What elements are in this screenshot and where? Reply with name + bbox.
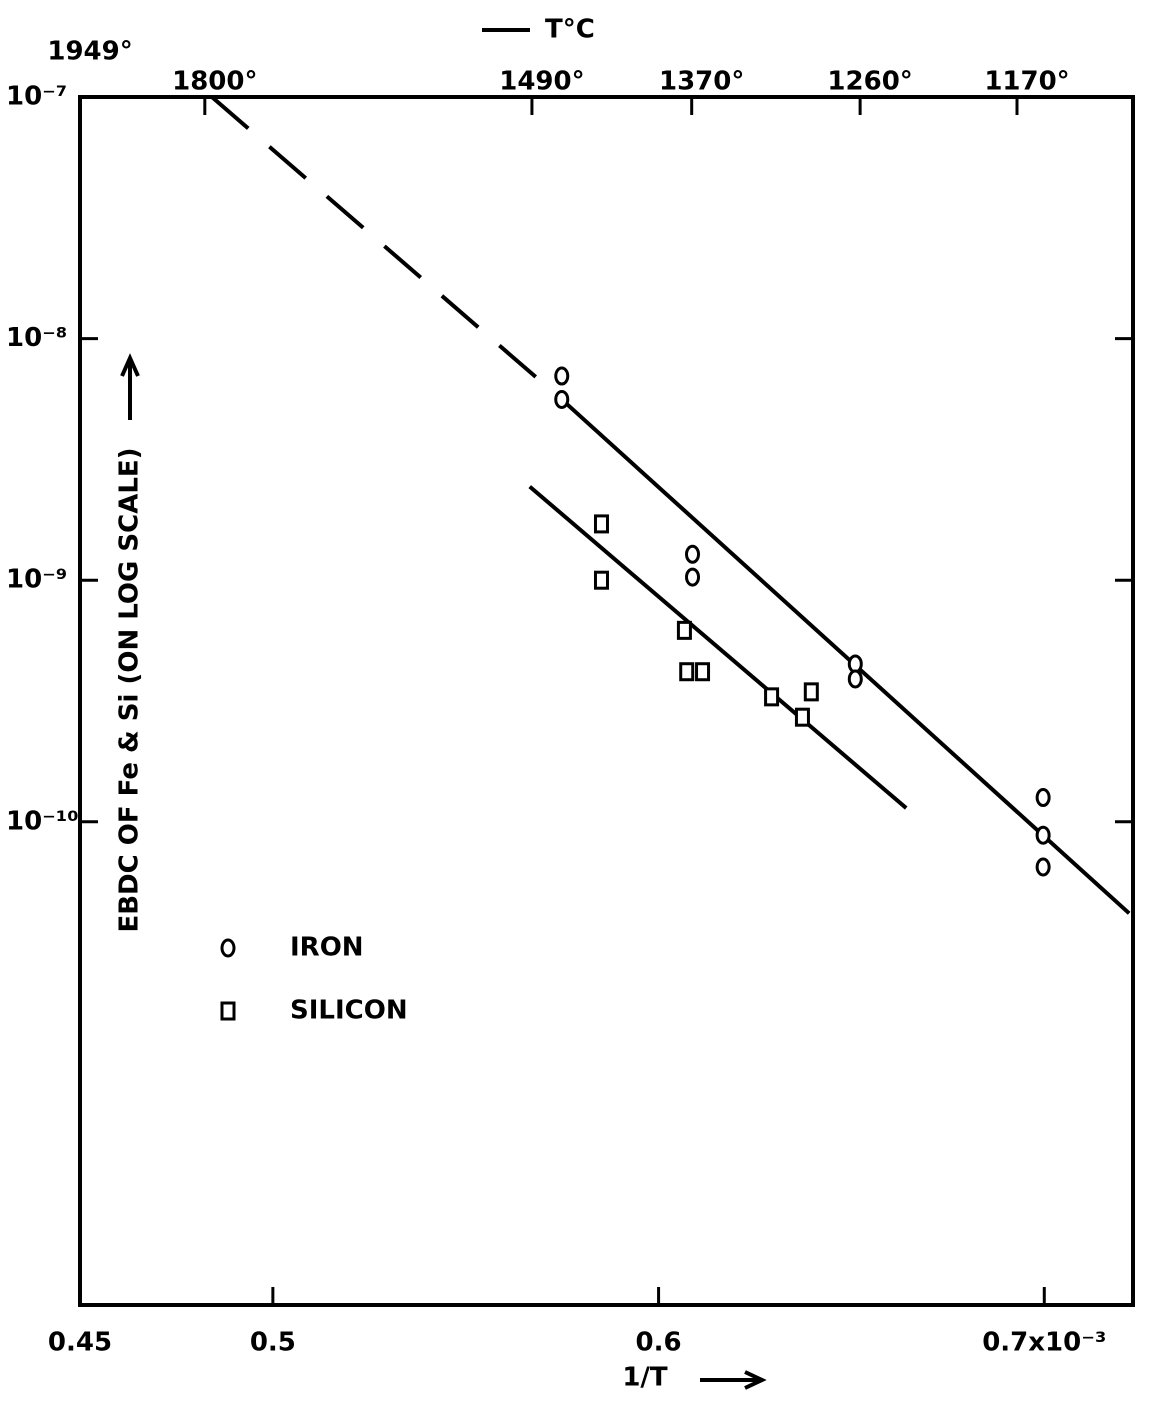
x-axis-label: 1/T [622, 1363, 668, 1393]
legend-marker [220, 1001, 236, 1021]
x2-tick-label: 1370° [659, 67, 744, 97]
data-point [685, 544, 701, 564]
x-tick-label: 0.5 [250, 1328, 296, 1358]
x2-tick-label: 1490° [499, 67, 584, 97]
data-point [593, 570, 609, 590]
y-tick-label: 10⁻⁸ [6, 323, 67, 353]
data-point [1035, 788, 1051, 808]
data-point [1035, 857, 1051, 877]
data-point [554, 389, 570, 409]
x-tick-label: 0.6 [636, 1328, 682, 1358]
x2-tick-label: 1949° [47, 37, 132, 67]
y-tick-label: 10⁻¹⁰ [6, 806, 79, 836]
legend-label: IRON [290, 933, 364, 963]
legend-label: SILICON [290, 996, 408, 1026]
data-point [764, 687, 780, 707]
data-point [554, 366, 570, 386]
x2-tick-label: 1170° [984, 67, 1069, 97]
y-arrow [120, 353, 140, 420]
x2-axis-label: T°C [545, 15, 595, 45]
data-point [685, 567, 701, 587]
data-point [1035, 825, 1051, 845]
x-tick-label: 0.45 [48, 1328, 112, 1358]
x2-tick-label: 1800° [172, 67, 257, 97]
plot-frame [78, 95, 1135, 1307]
data-point [847, 669, 863, 689]
data-point [803, 682, 819, 702]
fit-line [528, 485, 908, 810]
legend-marker [220, 938, 236, 958]
x-tick-label: 0.7x10⁻³ [982, 1328, 1106, 1358]
y-axis-label: EBDC OF Fe & Si (ON LOG SCALE) [115, 447, 145, 932]
y-tick-label: 10⁻⁷ [6, 82, 67, 112]
data-point [794, 707, 810, 727]
y-tick-label: 10⁻⁹ [6, 565, 67, 595]
x2-tick-label: 1260° [827, 67, 912, 97]
data-point [593, 514, 609, 534]
x-arrow [700, 1370, 767, 1390]
data-point [679, 662, 695, 682]
data-point [695, 662, 711, 682]
fit-line [210, 95, 564, 401]
data-point [676, 620, 692, 640]
fit-line [560, 397, 1131, 915]
